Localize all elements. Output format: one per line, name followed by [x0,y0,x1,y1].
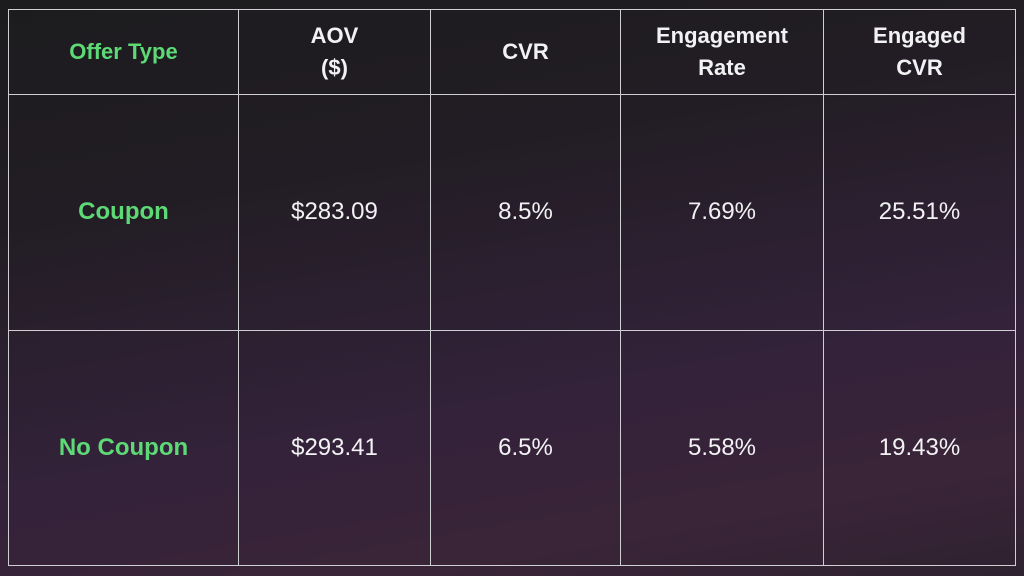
table-cell: 25.51% [823,94,1016,331]
table-row: No Coupon $293.41 6.5% 5.58% 19.43% [8,329,1016,566]
table-cell: 7.69% [620,94,824,331]
column-header: Engaged CVR [823,9,1016,95]
row-label: No Coupon [8,329,239,566]
table-cell: $293.41 [238,329,431,566]
table-cell: 8.5% [430,94,621,331]
header-row: Offer Type AOV ($) CVR Engagement Rate Engaged… [8,9,1016,95]
column-header: CVR [430,9,621,95]
table-cell: 19.43% [823,329,1016,566]
column-header: Offer Type [8,9,239,95]
table-row: Coupon $283.09 8.5% 7.69% 25.51% [8,94,1016,331]
offer-comparison-table: Offer Type AOV ($) CVR Engagement Rate Engaged… [8,9,1016,566]
table-cell: 5.58% [620,329,824,566]
column-header: Engagement Rate [620,9,824,95]
column-header: AOV ($) [238,9,431,95]
row-label: Coupon [8,94,239,331]
table-cell: 6.5% [430,329,621,566]
table-cell: $283.09 [238,94,431,331]
